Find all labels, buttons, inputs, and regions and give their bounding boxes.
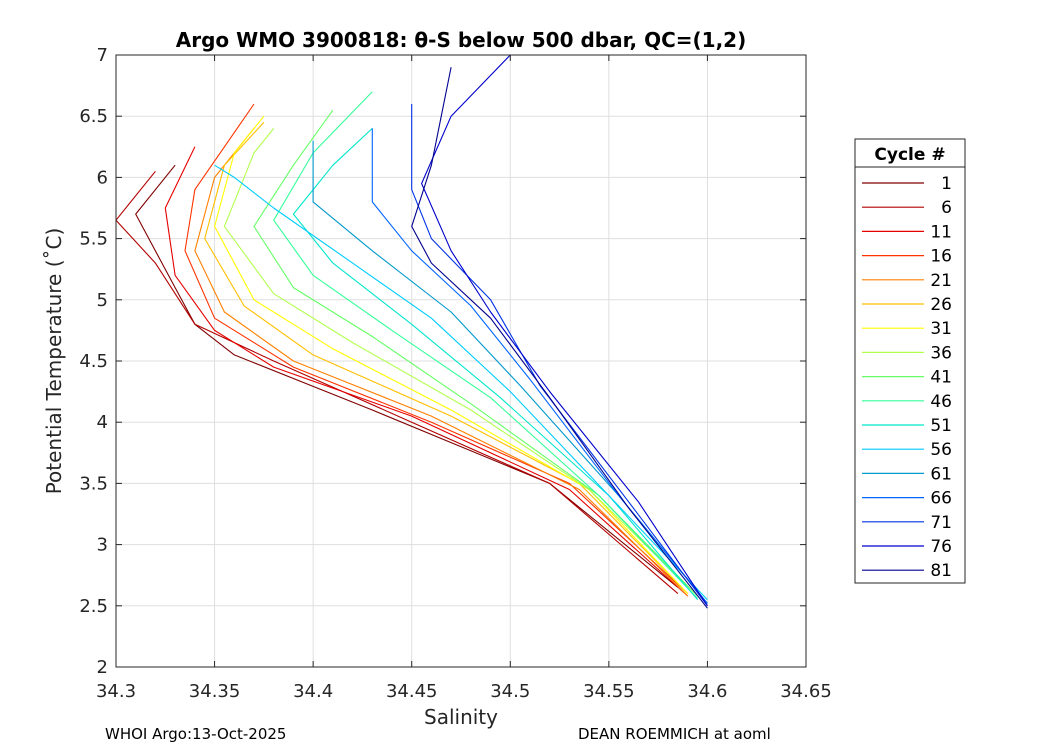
x-tick-label: 34.35 — [189, 681, 241, 702]
legend-label-56: 56 — [930, 440, 952, 460]
series-line-cycle-81 — [411, 67, 708, 609]
y-tick-label: 5 — [97, 290, 108, 311]
y-ticks: 2 2.5 3 3.5 4 4.5 5 5.5 6 6.5 7 — [79, 45, 806, 678]
series-line-cycle-41 — [253, 109, 698, 597]
y-tick-label: 7 — [97, 45, 108, 66]
x-tick-label: 34.55 — [583, 681, 635, 702]
x-tick-label: 34.5 — [490, 681, 530, 702]
legend-label-36: 36 — [930, 343, 952, 363]
footer-left: WHOI Argo:13-Oct-2025 — [105, 725, 287, 743]
y-tick-label: 6.5 — [79, 106, 108, 127]
y-tick-label: 3.5 — [79, 473, 108, 494]
legend-label-41: 41 — [930, 368, 952, 388]
legend-label-16: 16 — [930, 247, 952, 267]
chart-title: Argo WMO 3900818: θ-S below 500 dbar, QC… — [176, 28, 746, 52]
y-axis-label: Potential Temperature (˚C) — [42, 228, 66, 495]
y-tick-label: 6 — [97, 167, 108, 188]
legend-label-51: 51 — [930, 416, 952, 436]
x-ticks: 34.3 34.35 34.4 34.45 34.5 34.55 34.6 34.65 — [96, 55, 832, 702]
legend-label-76: 76 — [930, 537, 952, 557]
series-line-cycle-11 — [164, 146, 689, 597]
series-line-cycle-51 — [292, 127, 699, 601]
x-tick-label: 34.4 — [293, 681, 333, 702]
legend-label-6: 6 — [941, 198, 952, 218]
series-line-cycle-1 — [135, 164, 679, 588]
series-line-cycle-66 — [371, 128, 708, 604]
y-tick-label: 2 — [97, 657, 108, 678]
x-axis-label: Salinity — [424, 705, 498, 729]
x-tick-label: 34.45 — [386, 681, 438, 702]
series-line-cycle-36 — [223, 128, 698, 597]
y-tick-label: 3 — [97, 535, 108, 556]
y-tick-label: 2.5 — [79, 596, 108, 617]
legend-label-11: 11 — [930, 222, 952, 242]
legend-label-21: 21 — [930, 271, 952, 291]
legend-label-66: 66 — [930, 489, 952, 509]
legend-title: Cycle # — [874, 145, 945, 165]
series-line-cycle-26 — [204, 121, 689, 594]
legend-box — [854, 138, 966, 584]
x-tick-label: 34.6 — [687, 681, 727, 702]
y-tick-label: 5.5 — [79, 229, 108, 250]
series-line-cycle-31 — [214, 115, 689, 594]
legend-label-31: 31 — [930, 319, 952, 339]
legend-label-81: 81 — [930, 561, 952, 581]
series-line-cycle-56 — [214, 164, 708, 601]
y-tick-label: 4.5 — [79, 351, 108, 372]
series-line-cycle-76 — [421, 54, 708, 607]
legend-label-71: 71 — [930, 513, 952, 533]
y-tick-label: 4 — [97, 412, 108, 433]
legend-label-61: 61 — [930, 464, 952, 484]
x-tick-label: 34.3 — [96, 681, 136, 702]
legend-label-1: 1 — [941, 174, 952, 194]
series-line-cycle-71 — [411, 104, 708, 607]
series-line-cycle-46 — [273, 91, 698, 599]
legend-label-46: 46 — [930, 392, 952, 412]
legend-label-26: 26 — [930, 295, 952, 315]
series-group — [115, 54, 708, 609]
series-line-cycle-21 — [194, 128, 689, 597]
footer-right: DEAN ROEMMICH at aoml — [578, 725, 771, 743]
x-tick-label: 34.65 — [780, 681, 832, 702]
